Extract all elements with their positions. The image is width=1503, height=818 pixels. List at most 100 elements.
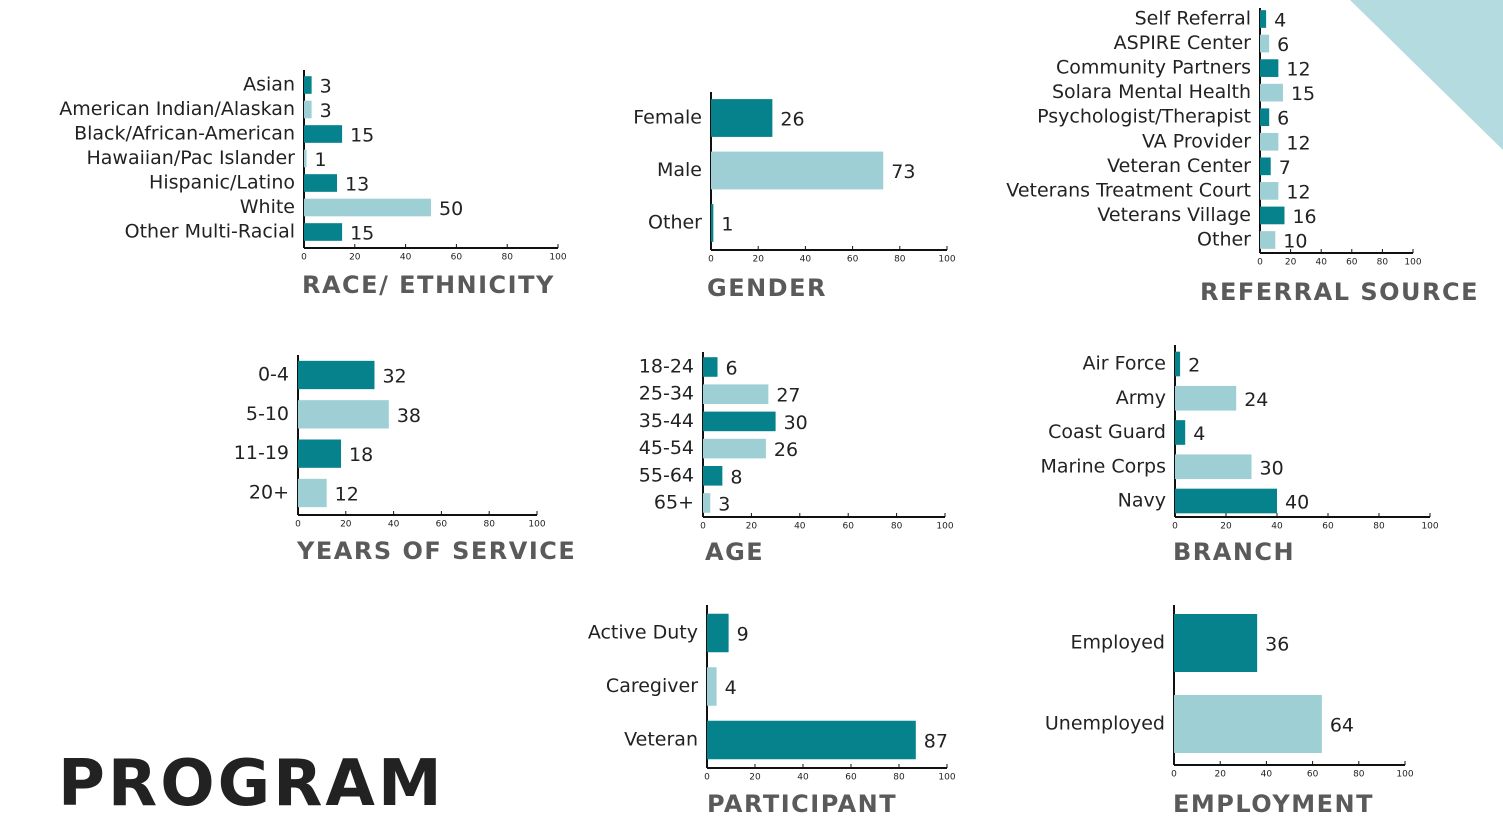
category-label: Male [657,159,702,181]
value-label: 30 [784,412,808,434]
value-label: 16 [1292,206,1316,228]
x-tick-label: 100 [936,522,953,532]
x-tick-label: 40 [1261,770,1273,780]
x-tick-label: 100 [1421,522,1438,532]
category-label: Community Partners [1056,57,1251,79]
category-label: Army [1116,387,1166,409]
value-label: 73 [891,161,915,183]
chart-title: YEARS OF SERVICE [296,537,576,565]
page-title: DEMOGRAPHIC INFORMATION [35,0,1200,9]
category-label: Solara Mental Health [1052,81,1251,103]
bar [304,223,343,241]
category-label: 0-4 [258,364,289,386]
category-label: Veterans Village [1097,204,1251,226]
value-label: 36 [1265,634,1289,656]
chart-title: AGE [705,538,764,566]
bar [703,384,769,404]
x-tick-label: 80 [1373,522,1385,532]
category-label: Self Referral [1135,8,1251,30]
category-label: 65+ [654,492,694,514]
bar [1260,59,1279,77]
value-label: 64 [1330,715,1354,737]
bar [304,174,338,192]
x-tick-label: 80 [893,773,905,783]
category-label: Other [1197,229,1251,251]
bar [1260,182,1279,200]
x-tick-label: 100 [549,253,566,263]
category-label: Veteran [624,729,698,751]
category-label: 20+ [249,482,289,504]
bar [1174,614,1258,672]
value-label: 3 [320,100,332,122]
bar [707,720,916,760]
x-tick-label: 100 [938,255,955,265]
x-tick-label: 0 [704,773,710,783]
category-label: White [240,196,295,218]
bar [1175,385,1237,411]
x-tick-label: 20 [1285,258,1297,268]
x-tick-label: 60 [1346,258,1358,268]
value-label: 26 [774,439,798,461]
chart-title: PARTICIPANT [707,790,897,818]
value-label: 1 [315,149,327,171]
category-label: Marine Corps [1040,455,1166,477]
bar [304,149,307,168]
bar [1260,34,1270,53]
value-label: 6 [1277,34,1289,56]
category-label: Other [648,212,702,234]
x-tick-label: 20 [349,253,361,263]
title-dark: DEMOGRAPHIC [35,0,622,9]
x-tick-label: 80 [1353,770,1365,780]
category-label: Asian [243,74,295,96]
x-tick-label: 100 [1396,770,1413,780]
bar [298,478,327,508]
value-label: 9 [737,624,749,646]
value-label: 4 [725,677,737,699]
x-tick-label: 0 [1172,522,1178,532]
decor-triangle [1350,0,1503,150]
bar [703,466,723,486]
category-label: Active Duty [588,622,698,644]
x-tick-label: 60 [1307,770,1319,780]
x-tick-label: 60 [1322,522,1334,532]
x-tick-label: 80 [1377,258,1389,268]
value-label: 15 [1291,83,1315,105]
category-label: 45-54 [639,437,694,459]
bar [703,357,718,377]
category-label: Veteran Center [1107,155,1251,177]
value-label: 50 [439,198,463,220]
category-label: Navy [1118,490,1166,512]
x-tick-label: 0 [1257,258,1263,268]
bar [703,411,776,432]
x-tick-label: 60 [842,522,854,532]
value-label: 3 [320,76,332,98]
bar [703,438,766,459]
chart-title: REFERRAL SOURCE [1200,278,1479,306]
value-label: 13 [345,174,369,196]
bar [707,613,729,653]
value-label: 38 [397,405,421,427]
x-tick-label: 100 [1404,258,1421,268]
bar [304,76,312,94]
category-label: Veterans Treatment Court [1006,179,1251,201]
bar [711,204,714,242]
value-label: 6 [726,358,738,380]
value-label: 24 [1244,389,1268,411]
value-label: 4 [1193,423,1205,445]
category-label: 35-44 [639,410,694,432]
bar [1175,488,1277,514]
category-label: Employed [1071,632,1165,654]
bar [1260,157,1271,176]
value-label: 15 [350,125,374,147]
x-tick-label: 40 [400,253,412,263]
x-tick-label: 20 [340,520,352,530]
value-label: 27 [776,385,800,407]
bar [304,100,312,119]
x-tick-label: 80 [483,520,495,530]
x-tick-label: 0 [700,522,706,532]
bar [298,360,375,390]
x-tick-label: 20 [752,255,764,265]
x-tick-label: 0 [295,520,301,530]
category-label: 5-10 [246,403,289,425]
bar [707,667,717,706]
